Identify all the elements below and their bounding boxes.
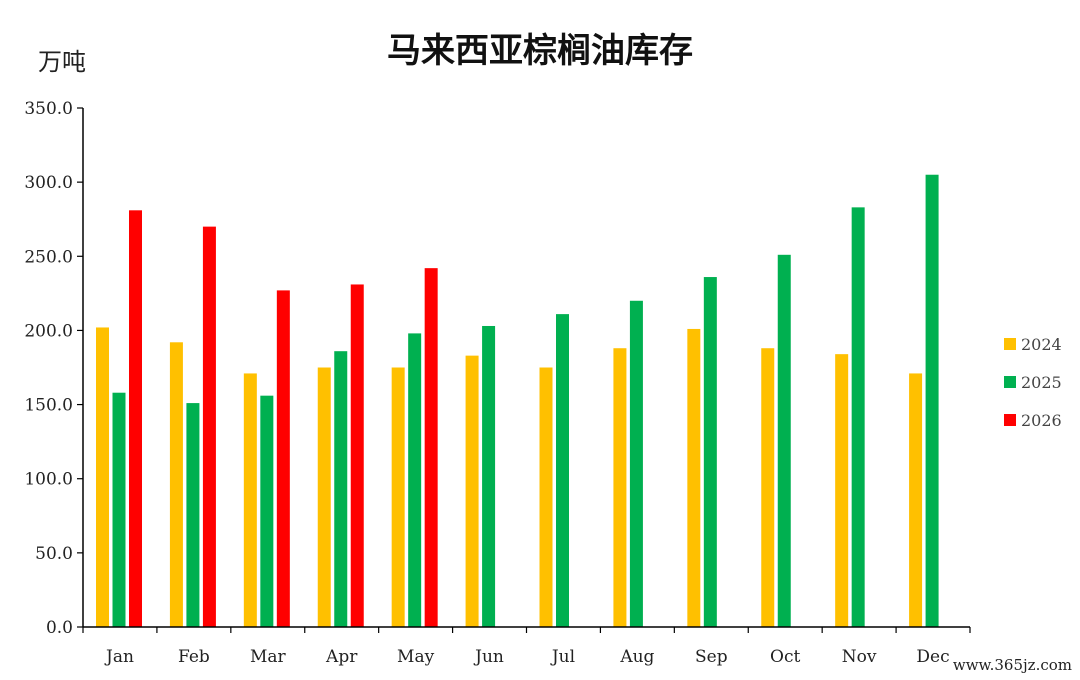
legend: 2024 2025 2026 [1004,335,1062,430]
y-tick-label: 250.0 [24,247,73,267]
bar-2025-jan [112,392,126,627]
x-tick-label: Mar [250,647,287,667]
x-tick-label: Dec [916,647,949,667]
x-tick-label: Jan [104,647,134,667]
bar-2026-jan [129,210,142,627]
legend-swatch-2024 [1004,338,1016,350]
bar-2024-sep [687,328,701,627]
bar-2026-mar [276,290,290,627]
legend-label-2025: 2025 [1021,373,1062,392]
bar-2024-jan [96,327,109,627]
bar-2026-feb [202,226,216,627]
x-tick-label: Aug [619,647,654,667]
x-tick-label: Nov [842,647,877,667]
bar-2024-feb [169,342,183,627]
bar-2025-jun [482,325,496,627]
bar-2025-mar [260,395,274,627]
y-axis-unit-label: 万吨 [38,48,86,76]
y-tick-label: 150.0 [24,396,73,416]
y-axis: 0.0 50.0 100.0 150.0 200.0 250.0 300.0 350.0 [24,99,83,638]
bar-2024-oct [761,348,775,627]
bar-2024-may [391,367,405,627]
bar-2024-mar [243,373,257,627]
bar-2025-may [408,333,422,627]
chart-title: 马来西亚棕榈油库存 [387,31,693,71]
legend-swatch-2025 [1004,376,1016,388]
bar-2024-jun [465,355,479,627]
bar-2026-may [424,268,438,627]
x-axis: Jan Feb Mar Apr May Jun Jul Aug Sep Oct Nov Dec [82,627,971,667]
y-tick-label: 350.0 [24,99,73,119]
x-tick-label: Oct [770,647,800,667]
bar-2024-aug [613,348,627,627]
x-tick-label: Apr [325,647,358,667]
bar-2025-dec [925,174,939,627]
x-tick-label: Jul [550,647,575,667]
bar-2024-jul [539,367,553,627]
y-tick-label: 100.0 [24,470,73,490]
bar-2025-oct [777,254,791,627]
bar-2025-nov [851,207,865,627]
x-tick-label: Sep [695,647,728,667]
bar-2024-apr [317,367,331,627]
y-tick-label: 0.0 [46,618,73,638]
bar-2025-apr [334,351,348,627]
bar-2025-jul [556,314,569,627]
x-tick-label: Feb [178,647,210,667]
legend-label-2026: 2026 [1021,411,1062,430]
bar-2024-dec [909,373,923,627]
y-tick-label: 50.0 [35,544,73,564]
bar-2025-sep [703,277,717,627]
legend-swatch-2026 [1004,414,1016,426]
y-tick-label: 200.0 [24,321,73,341]
bars-group [96,174,939,627]
x-tick-label: May [397,647,435,667]
watermark: www.365jz.com [952,656,1072,674]
y-tick-label: 300.0 [24,173,73,193]
legend-label-2024: 2024 [1021,335,1062,354]
bar-2024-nov [835,354,849,627]
x-tick-label: Jun [473,647,504,667]
bar-2025-aug [629,300,643,627]
bar-2026-apr [350,284,364,627]
bar-2025-feb [186,403,200,627]
